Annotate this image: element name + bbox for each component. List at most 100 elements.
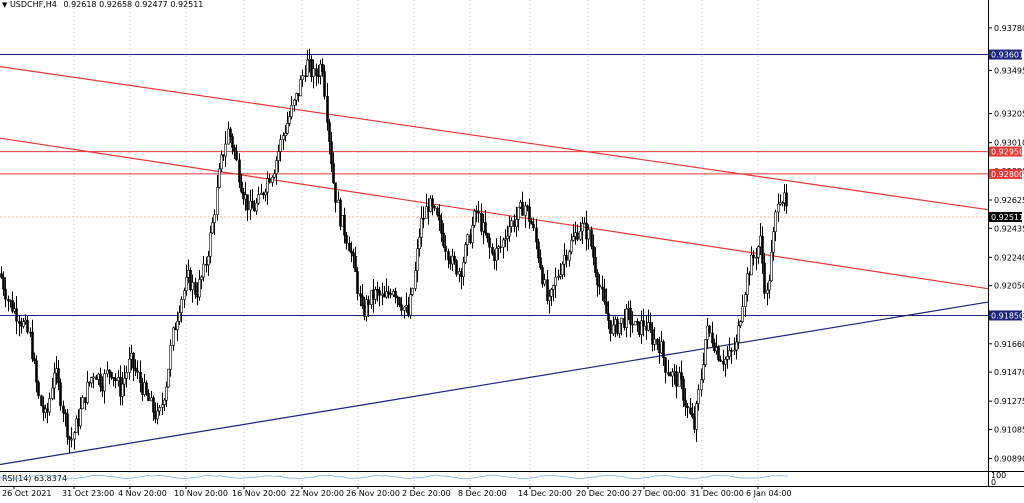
candle-bear [526,205,529,208]
candle-bear [240,181,243,193]
candle-bear [35,360,38,383]
x-tick-label: 4 Nov 20:00 [118,489,167,498]
candle-bull [257,194,260,204]
candle-bear [442,232,445,247]
candle-bear [400,304,403,311]
candle-bear [238,159,241,183]
candle-bull [9,300,12,302]
candle-bear [387,291,390,294]
candle-bear [356,271,359,294]
x-tick-label: 8 Dec 20:00 [458,489,507,498]
candle-bull [172,327,175,346]
candle-bull [411,288,414,295]
y-tick-label: 0.92625 [994,196,1024,205]
candle-bull [271,177,274,183]
candle-bear [398,297,401,306]
candle-bear [174,327,177,331]
candle-bull [572,236,575,241]
candle-bear [664,357,667,373]
candle-bull [755,257,758,259]
candle-bear [535,227,538,243]
rsi-scale-bottom: 0 [991,478,996,487]
candle-bear [378,290,381,296]
symbol-label: USDCHF,H4 [9,0,57,9]
candle-bear [649,322,652,331]
candle-bear [114,378,117,382]
candle-bear [229,128,232,137]
candle-bear [310,59,313,77]
candle-bear [590,229,593,247]
candle-bear [486,232,489,239]
candle-bear [367,299,370,305]
candle-bull [185,277,188,291]
candle-bull [156,410,159,420]
candle-bear [66,413,69,438]
candle-bear [763,262,766,294]
candle-bear [662,341,665,359]
candle-bull [224,143,227,157]
candle-bear [499,246,502,248]
candle-bull [202,263,205,278]
x-tick-label: 26 Oct 2021 [2,489,51,498]
candle-bear [488,237,491,248]
candle-bear [95,376,98,380]
candle-bear [334,182,337,203]
candle-bull [510,220,513,227]
time-axis: 26 Oct 2021 31 Oct 23:00 4 Nov 20:00 10 Nov… [2,486,792,498]
candle-bull [739,321,742,326]
candle-bull [198,279,201,298]
x-tick-label: 10 Nov 20:00 [174,489,228,498]
candle-bull [301,75,304,81]
candle-bear [656,338,659,345]
candle-bull [766,289,769,294]
candle-bull [744,294,747,307]
candle-bear [343,214,346,236]
candle-bear [447,251,450,261]
candle-bear [119,377,122,397]
candle-bull [293,99,296,106]
chevron-down-icon[interactable]: ▼ [2,1,8,9]
candle-bull [587,229,590,240]
candle-bull [466,234,469,246]
rsi-label: RSI(14) 63.8374 [2,474,67,483]
candle-bear [141,382,144,395]
candle-bear [242,191,245,200]
candle-bull [73,432,76,440]
candle-bear [629,307,632,325]
candle-bull [620,317,623,324]
candle-bear [576,232,579,240]
price-label-box [989,146,1022,157]
candle-bull [264,191,267,196]
price-label-text: 0.92950 [991,148,1024,157]
candle-bull [570,240,573,253]
candle-bull [191,282,194,291]
candle-bear [596,272,599,286]
candle-bull [273,173,276,178]
x-tick-label: 20 Dec 20:00 [576,489,630,498]
candle-bear [477,211,480,214]
candle-bull [473,210,476,226]
candle-bear [18,320,21,324]
candle-bear [689,407,692,414]
price-label-text: 0.92800 [991,170,1024,179]
trendline [0,66,989,211]
candle-bear [691,413,694,418]
candle-bull [70,438,73,441]
candle-bear [436,207,439,216]
candle-bull [409,294,412,316]
price-label-box [989,168,1022,179]
candle-bull [543,279,546,285]
candle-bear [394,291,397,298]
candle-bear [145,382,148,394]
candle-bull [183,290,186,300]
candle-bull [768,280,771,291]
candle-bear [134,367,137,372]
candle-bull [365,299,368,317]
x-tick-label: 16 Nov 20:00 [232,489,286,498]
candle-bear [528,206,531,222]
candle-bull [92,376,95,379]
candle-bull [420,217,423,238]
candle-bull [618,323,621,334]
